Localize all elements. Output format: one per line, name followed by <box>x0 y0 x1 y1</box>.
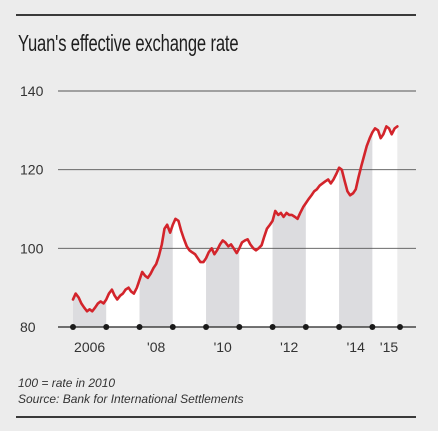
x-tick-label-10: '10 <box>214 339 232 355</box>
year-band-2009 <box>172 218 207 327</box>
series-group <box>71 125 399 313</box>
x-tick-label-08: '08 <box>147 339 165 355</box>
year-band-2013 <box>305 167 340 327</box>
x-tick-label-15: '15 <box>380 339 398 355</box>
y-tick-label-140: 140 <box>20 83 44 99</box>
x-tick-label-2006: 2006 <box>74 339 105 355</box>
x-tick-label-14: '14 <box>347 339 365 355</box>
year-band-2014 <box>339 132 373 327</box>
year-marker-2014 <box>336 324 343 330</box>
year-marker-2006 <box>70 324 76 330</box>
year-marker-2012 <box>269 324 276 330</box>
year-marker-2015 <box>369 324 376 330</box>
y-tick-label-100: 100 <box>20 240 44 256</box>
year-band-2015 <box>372 126 398 328</box>
year-band-2008 <box>139 224 173 327</box>
year-marker-2013 <box>302 324 309 330</box>
x-axis <box>70 324 403 330</box>
year-marker-2010 <box>203 324 210 330</box>
year-marker-2009 <box>169 324 176 330</box>
year-marker-end <box>397 324 403 330</box>
x-axis-labels: 2006 '08 '10 '12 '14 '15 <box>74 339 398 355</box>
year-band-2010 <box>206 240 240 327</box>
year-marker-2008 <box>136 324 143 330</box>
y-tick-label-120: 120 <box>20 162 44 178</box>
year-band-2012 <box>272 203 306 327</box>
year-bands <box>73 126 398 328</box>
year-band-2011 <box>239 220 273 327</box>
footnote-source: Source: Bank for International Settlemen… <box>18 392 244 406</box>
bottom-rule <box>16 416 416 418</box>
x-tick-label-12: '12 <box>280 339 298 355</box>
year-marker-2011 <box>236 324 243 330</box>
year-band-2007 <box>106 279 140 327</box>
chart-title: Yuan's effective exchange rate <box>18 30 239 56</box>
y-axis-labels: 80 100 120 140 <box>20 83 44 335</box>
y-tick-label-80: 80 <box>20 319 36 335</box>
footnote-base: 100 = rate in 2010 <box>18 376 116 390</box>
series-line <box>71 125 399 313</box>
top-rule <box>16 14 416 16</box>
year-marker-2007 <box>103 324 110 330</box>
